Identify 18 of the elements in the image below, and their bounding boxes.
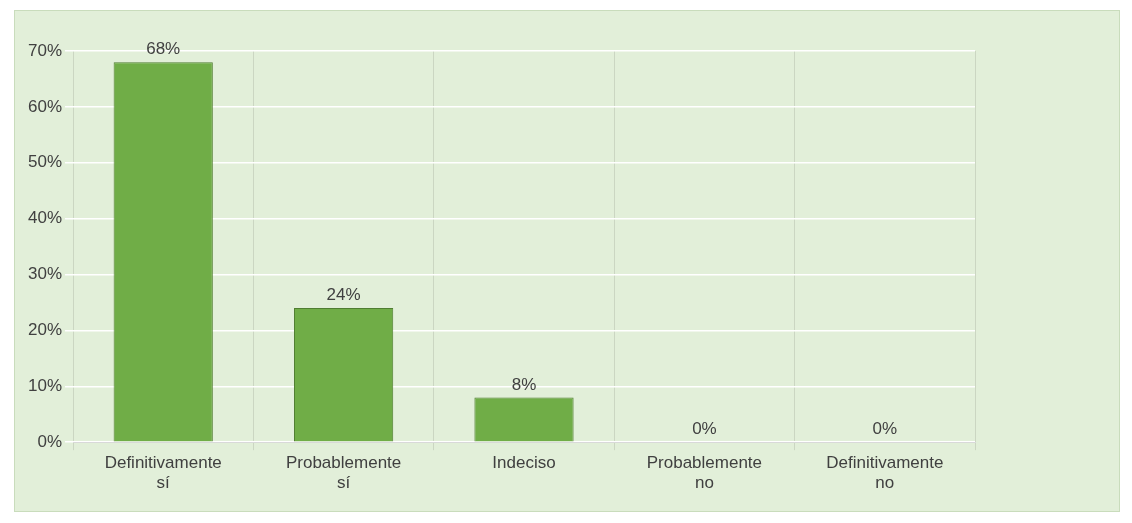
y-tick-label: 60% bbox=[27, 96, 63, 116]
data-label: 8% bbox=[511, 374, 537, 394]
x-tick-label: Definitivamente sí bbox=[104, 453, 222, 493]
data-label: 0% bbox=[872, 419, 898, 439]
data-label: 24% bbox=[326, 285, 361, 305]
x-tick-label: Indeciso bbox=[492, 453, 556, 473]
y-tick-label: 70% bbox=[27, 40, 63, 60]
x-tick-label: Definitivamente no bbox=[826, 453, 944, 493]
y-tick-label: 20% bbox=[27, 320, 63, 340]
y-tick-label: 10% bbox=[27, 376, 63, 395]
y-tick-label: 40% bbox=[27, 208, 63, 228]
y-tick-label: 0% bbox=[37, 431, 63, 451]
x-tick-label: Probablemente no bbox=[646, 453, 763, 493]
x-tick-label: Probablemente sí bbox=[285, 453, 402, 493]
data-label: 0% bbox=[692, 419, 717, 439]
data-label: 68% bbox=[146, 39, 181, 59]
y-tick-label: 50% bbox=[27, 152, 63, 172]
y-tick-label: 30% bbox=[27, 264, 63, 284]
